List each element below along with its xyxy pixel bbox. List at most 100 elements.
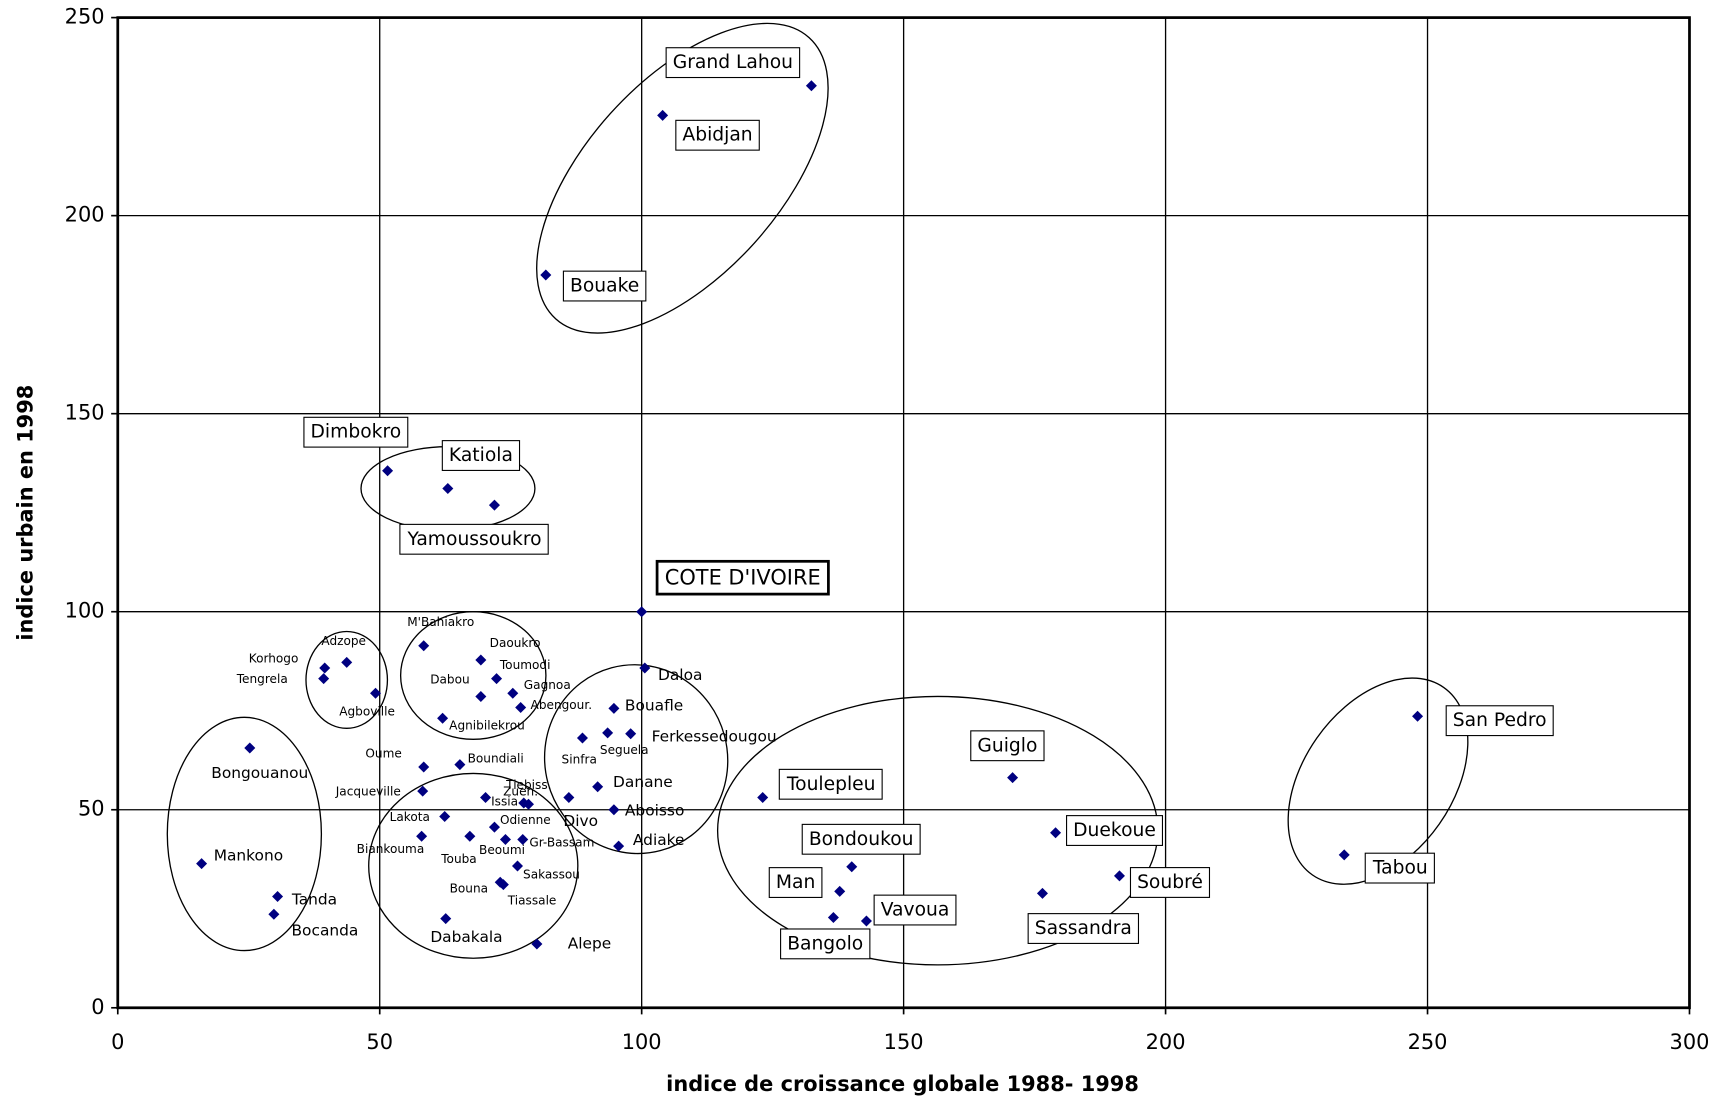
point-label: Toulepleu: [786, 774, 876, 795]
point: [512, 860, 524, 872]
point: [491, 673, 503, 685]
point-label: Oume: [365, 746, 401, 760]
point-label: Tiassale: [507, 894, 557, 908]
point: [639, 662, 651, 674]
y-tick-label: 150: [65, 401, 105, 425]
point-label: Lakota: [390, 810, 430, 824]
point-label: Alepe: [568, 935, 612, 953]
point: [272, 890, 284, 902]
point: [1113, 870, 1125, 882]
point: [475, 690, 487, 702]
point: [454, 759, 466, 771]
point: [1036, 887, 1048, 899]
point: [563, 791, 575, 803]
point: [757, 791, 769, 803]
point: [515, 702, 527, 714]
point: [625, 728, 637, 740]
cluster-oval: [536, 22, 829, 334]
point-label: Divo: [563, 812, 598, 830]
point-label: Adiake: [633, 831, 685, 849]
cluster-ovals: [166, 22, 1469, 966]
point-label: Mankono: [214, 846, 283, 864]
point-label: Gagnoa: [524, 678, 571, 692]
label-box: [665, 47, 801, 79]
point-label: Daoukro: [490, 636, 541, 650]
point-label: Sassandra: [1035, 918, 1132, 939]
point: [488, 821, 500, 833]
point-label: Yamoussoukro: [407, 529, 542, 550]
cluster-oval: [368, 772, 579, 959]
label-box: [778, 768, 883, 800]
point: [416, 830, 428, 842]
cluster-oval: [305, 630, 389, 729]
label-box: [399, 523, 549, 555]
point-label: Soubré: [1137, 872, 1203, 893]
point: [497, 879, 509, 891]
point: [592, 781, 604, 793]
point-label: Toumodi: [499, 658, 551, 672]
label-box: [801, 823, 921, 855]
point-label: Tanda: [291, 890, 337, 908]
y-tick-label: 250: [65, 5, 105, 29]
grid: [117, 16, 1691, 1009]
label-box: [675, 119, 760, 151]
point: [499, 833, 511, 845]
point-label: Bouake: [570, 276, 639, 297]
point: [341, 656, 353, 668]
x-tick-label: 300: [1670, 1030, 1710, 1054]
point: [1050, 827, 1062, 839]
point-label: Daloa: [658, 666, 702, 684]
point-label: Tabou: [1372, 858, 1428, 879]
label-box: [1066, 815, 1164, 846]
point-label: Touba: [440, 852, 476, 866]
point-label: Bongouanou: [211, 764, 308, 782]
point: [196, 858, 208, 870]
x-tick-label: 150: [884, 1030, 924, 1054]
point-label: Dabou: [430, 672, 469, 686]
cluster-oval: [543, 664, 729, 855]
cluster-oval: [166, 716, 323, 952]
point-label: Bouna: [450, 881, 488, 895]
point-label: Biankouma: [357, 842, 425, 856]
point: [613, 840, 625, 852]
label-box: [768, 867, 823, 898]
point: [268, 908, 280, 920]
point: [860, 915, 872, 927]
point-label: M'Bahiakro: [407, 615, 474, 629]
label-box: [1364, 852, 1435, 884]
cluster-oval: [399, 611, 547, 740]
point-label: Tiebiss.: [505, 778, 551, 792]
point: [657, 109, 669, 121]
point-label: Bouafle: [625, 697, 683, 715]
point: [517, 833, 529, 845]
point: [418, 761, 430, 773]
point: [576, 732, 588, 744]
point: [507, 687, 519, 699]
point-label: Duekoue: [1073, 820, 1156, 841]
point: [464, 830, 476, 842]
point: [608, 804, 620, 816]
point-label: Bondoukou: [809, 829, 914, 850]
point-label: Sinfra: [562, 753, 597, 767]
label-box: [970, 730, 1045, 762]
point-label: San Pedro: [1453, 710, 1547, 731]
point-label: Grand Lahou: [673, 52, 793, 73]
point-label: Ferkessedougou: [652, 728, 777, 746]
x-tick-label: 200: [1146, 1030, 1186, 1054]
point: [1412, 710, 1424, 722]
point-label: Gr-Bassam: [529, 835, 594, 849]
point: [827, 911, 839, 923]
point-label: Dimbokro: [311, 422, 402, 443]
point: [531, 938, 543, 950]
point-label: Vavoua: [881, 900, 950, 921]
x-tick-label: 0: [111, 1030, 124, 1054]
point: [244, 742, 256, 754]
point: [480, 791, 492, 803]
cluster-oval: [1287, 677, 1469, 885]
point-label: Agnibilekrou: [449, 718, 525, 732]
label-box: [1027, 913, 1140, 944]
point: [1007, 772, 1019, 784]
point-label: Dabakala: [430, 928, 502, 946]
label-box: [1129, 867, 1211, 898]
